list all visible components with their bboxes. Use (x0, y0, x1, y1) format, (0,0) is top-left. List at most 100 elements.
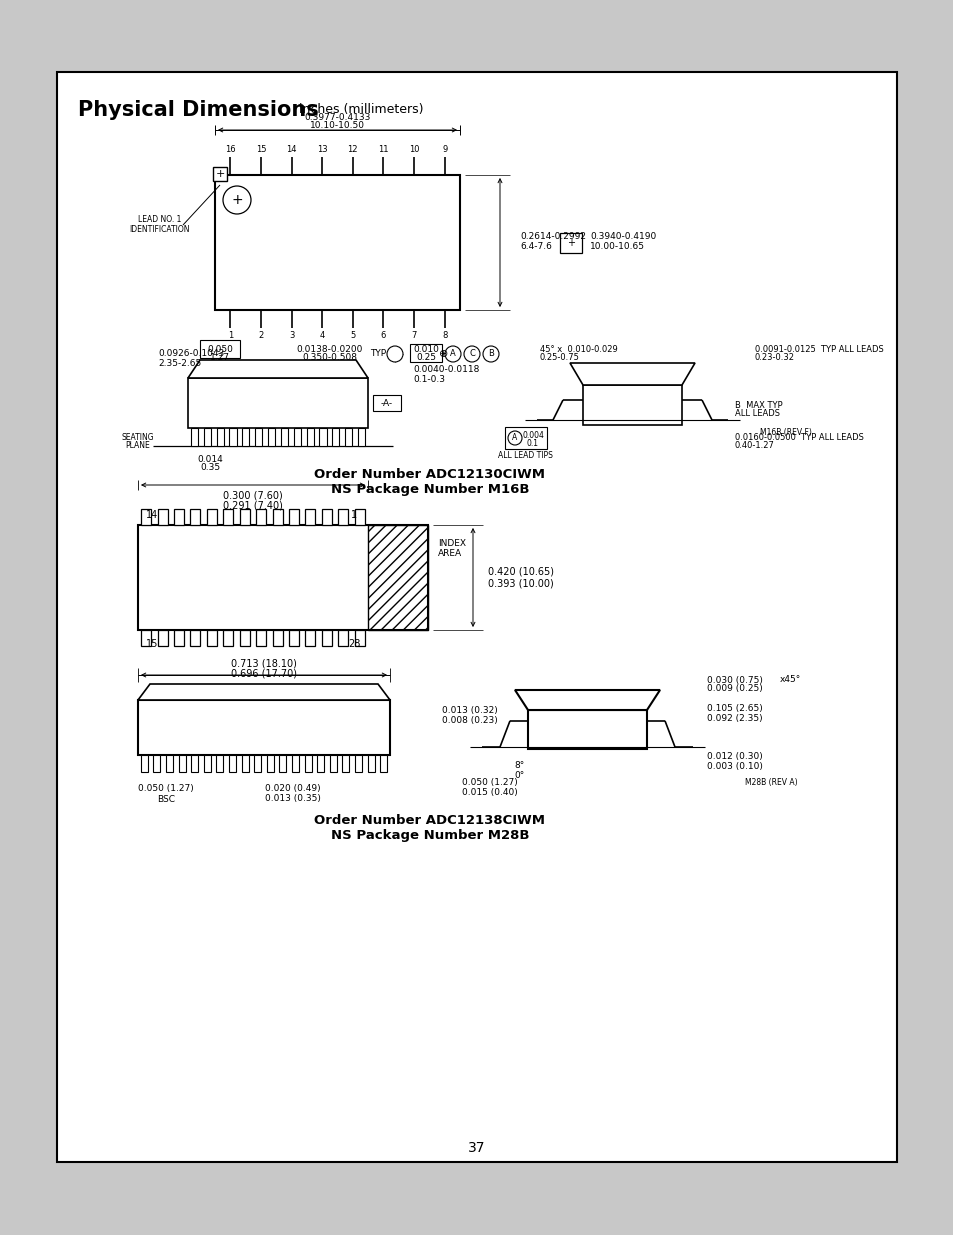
Text: 10.10-10.50: 10.10-10.50 (310, 121, 365, 131)
Text: 0.013 (0.32): 0.013 (0.32) (441, 705, 497, 715)
Text: 0.004: 0.004 (521, 431, 543, 440)
Text: 1: 1 (351, 510, 356, 520)
Text: Order Number ADC12130CIWM: Order Number ADC12130CIWM (314, 468, 545, 482)
Text: ALL LEADS: ALL LEADS (734, 409, 780, 417)
Text: SEATING: SEATING (122, 433, 154, 442)
Text: 0.010: 0.010 (413, 346, 438, 354)
Text: 0.40-1.27: 0.40-1.27 (734, 441, 774, 450)
Text: 15: 15 (146, 638, 158, 650)
Bar (342, 755, 349, 772)
Text: B: B (488, 350, 494, 358)
Bar (207, 509, 216, 525)
Bar (204, 429, 211, 446)
Text: 28: 28 (348, 638, 360, 650)
Bar (141, 630, 152, 646)
Text: 5: 5 (350, 331, 355, 341)
Bar (332, 429, 339, 446)
Text: PLANE: PLANE (126, 441, 151, 451)
Bar (380, 755, 387, 772)
Text: 10.00-10.65: 10.00-10.65 (589, 242, 644, 251)
Bar (338, 630, 348, 646)
Text: B  MAX TYP: B MAX TYP (734, 400, 781, 410)
Text: 0.105 (2.65): 0.105 (2.65) (706, 704, 762, 713)
Bar (141, 755, 148, 772)
Bar (253, 755, 261, 772)
Bar (305, 509, 315, 525)
Circle shape (482, 346, 498, 362)
Text: 0.3977-0.4133: 0.3977-0.4133 (304, 114, 371, 122)
Text: 2.35-2.65: 2.35-2.65 (158, 358, 201, 368)
Bar (241, 755, 249, 772)
Text: 0.0091-0.0125  TYP ALL LEADS: 0.0091-0.0125 TYP ALL LEADS (754, 345, 882, 353)
Text: 0.0926-0.1043: 0.0926-0.1043 (158, 348, 224, 357)
Polygon shape (138, 684, 390, 700)
Bar (239, 630, 250, 646)
Bar (256, 630, 266, 646)
Text: M28B (REV A): M28B (REV A) (744, 778, 797, 788)
Text: 37: 37 (468, 1141, 485, 1155)
Text: 1.27: 1.27 (210, 353, 230, 363)
Text: 0.050 (1.27): 0.050 (1.27) (461, 778, 517, 788)
Bar (213, 167, 227, 182)
Bar (273, 509, 282, 525)
Bar (138, 525, 428, 630)
Bar (207, 630, 216, 646)
Text: 0.25-0.75: 0.25-0.75 (539, 352, 579, 362)
Bar (304, 755, 312, 772)
Text: Physical Dimensions: Physical Dimensions (78, 100, 318, 120)
Bar (357, 429, 365, 446)
Text: M16B (REV F): M16B (REV F) (760, 429, 811, 437)
Bar (410, 345, 441, 362)
Bar (216, 429, 223, 446)
Text: INDEX: INDEX (437, 538, 465, 547)
Text: -A-: -A- (380, 399, 393, 408)
Text: 0.300 (7.60): 0.300 (7.60) (223, 490, 283, 500)
Bar (279, 755, 286, 772)
Bar (338, 509, 348, 525)
Text: 0.420 (10.65): 0.420 (10.65) (488, 567, 554, 577)
Text: 2: 2 (258, 331, 263, 341)
Text: 8: 8 (441, 331, 447, 341)
Bar (57, 72, 896, 1162)
Bar (256, 509, 266, 525)
Bar (216, 755, 223, 772)
Text: IDENTIFICATION: IDENTIFICATION (130, 226, 190, 235)
Text: NS Package Number M16B: NS Package Number M16B (331, 483, 529, 496)
Bar (223, 630, 233, 646)
Text: TYP: TYP (370, 350, 386, 358)
Text: C: C (469, 350, 475, 358)
Bar (273, 630, 282, 646)
Bar (242, 429, 249, 446)
Text: 0.1-0.3: 0.1-0.3 (413, 374, 444, 384)
Text: 3: 3 (289, 331, 294, 341)
Text: 0.23-0.32: 0.23-0.32 (754, 352, 794, 362)
Text: 8°: 8° (515, 761, 524, 769)
Text: 11: 11 (377, 146, 388, 154)
Bar (321, 509, 332, 525)
Text: +: + (231, 193, 243, 207)
Text: 14: 14 (146, 510, 158, 520)
Text: 0.291 (7.40): 0.291 (7.40) (223, 500, 283, 510)
Circle shape (463, 346, 479, 362)
Text: 4: 4 (319, 331, 324, 341)
Text: 9: 9 (441, 146, 447, 154)
Circle shape (387, 346, 402, 362)
Text: +: + (566, 237, 575, 247)
Bar (294, 429, 300, 446)
Text: 0.0138-0.0200: 0.0138-0.0200 (296, 346, 363, 354)
Bar (191, 509, 200, 525)
Bar (191, 755, 198, 772)
Text: 6: 6 (380, 331, 386, 341)
Bar (204, 755, 211, 772)
Text: ⊕: ⊕ (438, 350, 448, 359)
Bar (157, 630, 168, 646)
Polygon shape (188, 359, 368, 378)
Bar (230, 429, 236, 446)
Text: inches (millimeters): inches (millimeters) (294, 104, 423, 116)
Circle shape (223, 186, 251, 214)
Bar (330, 755, 336, 772)
Text: A: A (450, 350, 456, 358)
Bar (239, 509, 250, 525)
Text: BSC: BSC (157, 794, 174, 804)
Text: 0.35: 0.35 (200, 463, 220, 473)
